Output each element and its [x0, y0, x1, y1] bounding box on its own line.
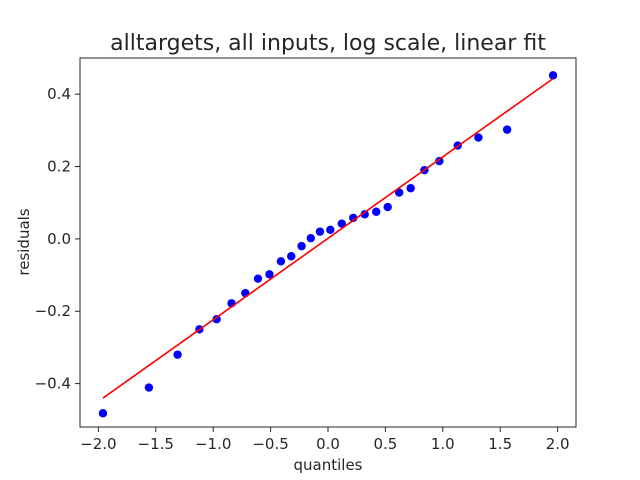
y-tick-label: −0.4	[35, 375, 71, 393]
data-point	[276, 257, 286, 266]
data-point	[315, 227, 325, 236]
data-point	[435, 156, 444, 166]
data-point	[144, 383, 154, 392]
y-tick-label: 0.0	[47, 230, 71, 248]
x-axis-label: quantiles	[294, 456, 363, 474]
data-point	[349, 213, 358, 223]
data-point	[394, 188, 404, 197]
y-tick-label: −0.2	[35, 302, 71, 320]
chart-title: alltargets, all inputs, log scale, linea…	[110, 31, 546, 56]
data-point	[287, 252, 296, 261]
data-point	[548, 71, 558, 80]
y-axis-ticks: −0.4 −0.2 0.0 0.2 0.4	[35, 85, 80, 393]
y-tick-label: 0.4	[47, 85, 71, 103]
data-point	[360, 210, 369, 219]
x-tick-label: 0.5	[373, 435, 397, 453]
x-axis-ticks: −2.0 −1.5 −1.0 −0.5 0.0 0.5 1.0 1.5 2.0	[80, 427, 570, 453]
x-tick-label: −1.0	[195, 435, 231, 453]
data-point	[474, 133, 483, 142]
data-point	[383, 202, 392, 212]
x-tick-label: −1.5	[138, 435, 174, 453]
plot-frame	[79, 57, 577, 428]
data-point	[337, 219, 346, 228]
data-point	[297, 241, 306, 251]
x-tick-label: 1.5	[488, 435, 512, 453]
y-tick-label: 0.2	[47, 158, 71, 176]
x-tick-label: 0.0	[316, 435, 340, 453]
fit-line	[102, 77, 554, 399]
x-tick-label: 1.0	[431, 435, 455, 453]
x-tick-label: 2.0	[546, 435, 570, 453]
data-point	[406, 184, 415, 193]
data-point	[306, 233, 315, 243]
x-tick-label: −2.0	[80, 435, 116, 453]
data-point	[372, 207, 381, 216]
x-tick-label: −0.5	[252, 435, 288, 453]
data-point	[326, 225, 335, 235]
data-point	[265, 270, 274, 279]
plot-content	[98, 71, 558, 418]
data-point	[98, 409, 108, 418]
data-point	[212, 314, 221, 324]
data-point	[502, 125, 512, 134]
data-point	[173, 350, 182, 359]
y-axis-label: residuals	[15, 208, 33, 275]
data-point	[253, 274, 263, 283]
